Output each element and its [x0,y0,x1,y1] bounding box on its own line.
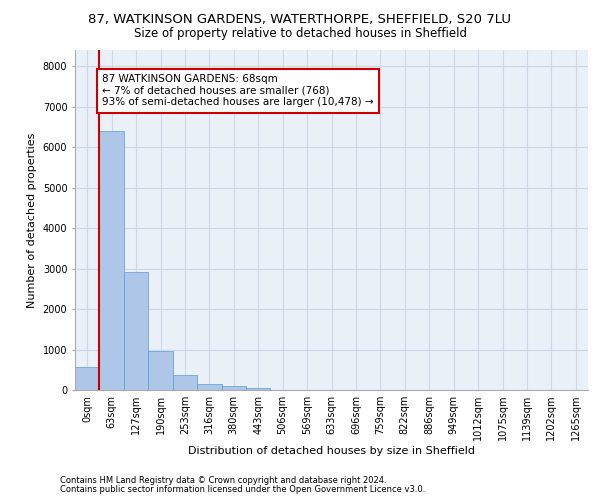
Text: 87 WATKINSON GARDENS: 68sqm
← 7% of detached houses are smaller (768)
93% of sem: 87 WATKINSON GARDENS: 68sqm ← 7% of deta… [102,74,373,108]
Text: Contains HM Land Registry data © Crown copyright and database right 2024.: Contains HM Land Registry data © Crown c… [60,476,386,485]
Bar [124,272,148,390]
Bar [221,386,246,390]
Bar [246,388,271,390]
Bar [148,350,173,390]
Bar [197,384,221,390]
Bar [75,366,100,390]
Text: Contains public sector information licensed under the Open Government Licence v3: Contains public sector information licen… [60,485,425,494]
Bar [173,376,197,390]
Y-axis label: Number of detached properties: Number of detached properties [27,132,37,308]
Text: Size of property relative to detached houses in Sheffield: Size of property relative to detached ho… [133,28,467,40]
X-axis label: Distribution of detached houses by size in Sheffield: Distribution of detached houses by size … [188,446,475,456]
Text: 87, WATKINSON GARDENS, WATERTHORPE, SHEFFIELD, S20 7LU: 87, WATKINSON GARDENS, WATERTHORPE, SHEF… [89,12,511,26]
Bar [100,131,124,390]
